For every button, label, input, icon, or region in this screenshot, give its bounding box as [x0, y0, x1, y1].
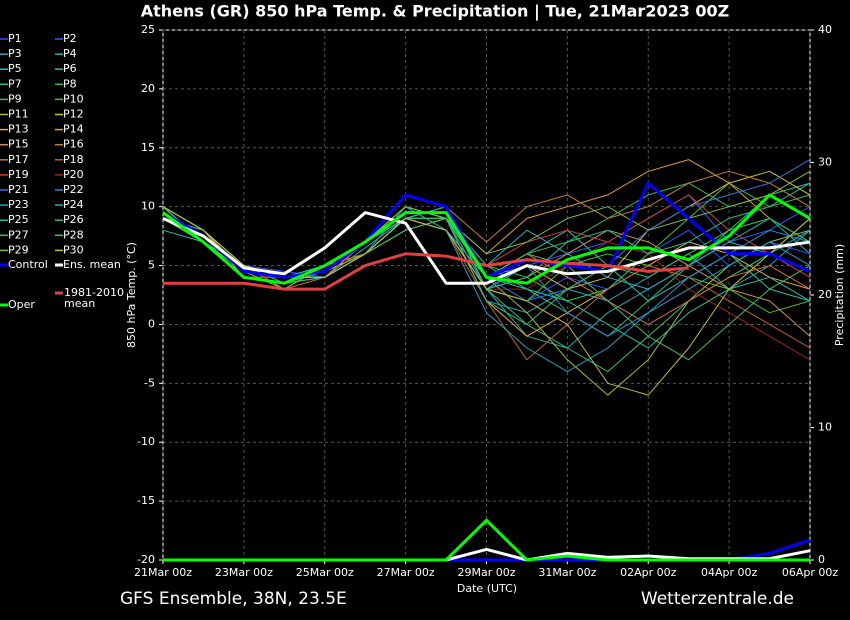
x-tick-label: 02Apr 00z: [620, 566, 677, 579]
y-tick-label: 15: [141, 141, 155, 154]
temp-line: [162, 206, 811, 396]
y-tick-label: -10: [137, 435, 155, 448]
y2-axis-label: Precipitation (mm): [833, 244, 846, 346]
y2-tick-label: 0: [818, 553, 825, 566]
legend-label: Ens. mean: [63, 258, 121, 271]
x-tick-label: 31Mar 00z: [538, 566, 596, 579]
legend-label: P12: [63, 108, 84, 121]
y2-tick-label: 40: [818, 23, 832, 36]
legend-label: P19: [8, 168, 29, 181]
legend-label: P21: [8, 183, 29, 196]
chart-title: Athens (GR) 850 hPa Temp. & Precipitatio…: [141, 2, 730, 22]
legend-label: P26: [63, 213, 84, 226]
y-tick-label: 5: [148, 259, 155, 272]
legend-label: P24: [63, 198, 84, 211]
x-tick-label: 21Mar 00z: [134, 566, 192, 579]
legend-label: P2: [63, 32, 77, 45]
x-tick-label: 06Apr 00z: [782, 566, 839, 579]
footer-left: GFS Ensemble, 38N, 23.5E: [120, 589, 347, 609]
legend-label: P1: [8, 32, 22, 45]
legend-label: P13: [8, 123, 29, 136]
x-tick-label: 27Mar 00z: [377, 566, 435, 579]
legend-label: P7: [8, 77, 22, 90]
x-tick-label: 25Mar 00z: [296, 566, 354, 579]
x-axis-label: Date (UTC): [457, 582, 517, 595]
y-tick-label: -5: [144, 376, 155, 389]
y-tick-label: 10: [141, 200, 155, 213]
legend-label: P11: [8, 108, 29, 121]
x-tick-label: 04Apr 00z: [701, 566, 758, 579]
y-axis-label: 850 hPa Temp. (°C): [125, 242, 138, 348]
legend-label: P9: [8, 92, 22, 105]
y2-tick-label: 20: [818, 288, 832, 301]
legend-label: P6: [63, 62, 77, 75]
legend-label: P20: [63, 168, 84, 181]
legend-label: P14: [63, 123, 84, 136]
legend-label: P22: [63, 183, 84, 196]
legend-label: P23: [8, 198, 29, 211]
y2-tick-label: 10: [818, 421, 832, 434]
y-tick-label: 0: [148, 317, 155, 330]
temp-line: [162, 170, 811, 290]
legend-label: P25: [8, 213, 29, 226]
y2-tick-label: 30: [818, 156, 832, 169]
legend-label: P29: [8, 243, 29, 256]
legend-label: P16: [63, 138, 84, 151]
legend-label: Oper: [8, 298, 35, 311]
legend-label: 1981-2010 mean: [64, 286, 124, 310]
y-tick-label: 20: [141, 82, 155, 95]
footer-right: Wetterzentrale.de: [641, 589, 794, 609]
legend-label: P4: [63, 47, 77, 60]
legend-label: P8: [63, 77, 77, 90]
legend-label: P5: [8, 62, 22, 75]
temp-line: [162, 217, 811, 373]
y-tick-label: 25: [141, 23, 155, 36]
legend-label: P10: [63, 92, 84, 105]
legend-label: P3: [8, 47, 22, 60]
legend-label: P28: [63, 228, 84, 241]
x-tick-label: 29Mar 00z: [457, 566, 515, 579]
legend-label: P27: [8, 228, 29, 241]
y-tick-label: -20: [137, 553, 155, 566]
legend-label: P17: [8, 153, 29, 166]
legend-label: P18: [63, 153, 84, 166]
legend-label: Control: [8, 258, 48, 271]
y-tick-label: -15: [137, 494, 155, 507]
legend-label: P30: [63, 243, 84, 256]
legend-label: P15: [8, 138, 29, 151]
temp-line: [162, 211, 811, 285]
precip-line: [163, 518, 810, 562]
temp-line: [163, 252, 689, 291]
x-tick-label: 23Mar 00z: [215, 566, 273, 579]
temp-line: [162, 193, 811, 285]
